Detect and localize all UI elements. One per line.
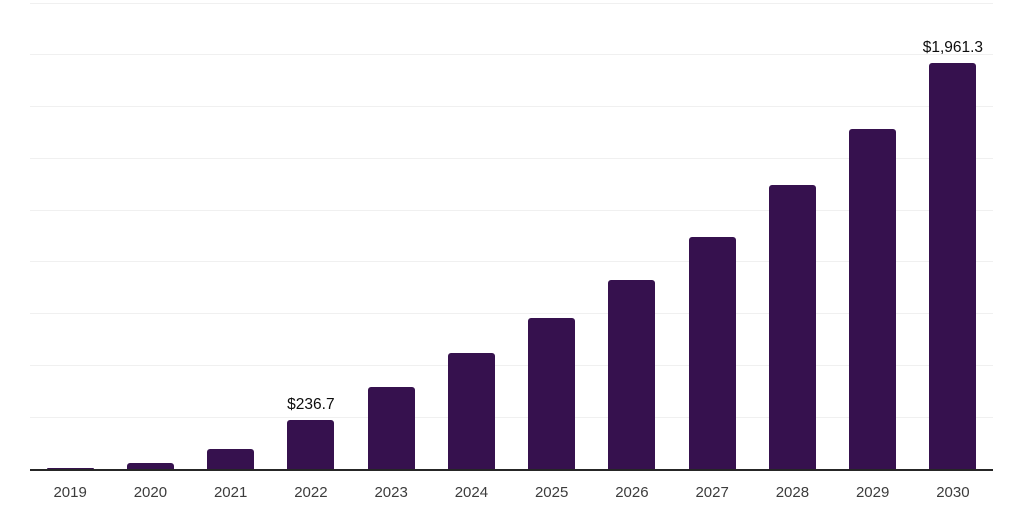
x-tick-label-2023: 2023	[374, 484, 408, 501]
x-tick-label-2021: 2021	[213, 484, 248, 501]
bar-2030	[929, 62, 977, 469]
bar-2028	[768, 185, 816, 469]
x-tick-label-2029: 2029	[855, 484, 890, 501]
bar-value-label-2022: $236.7	[287, 396, 335, 414]
bar-2027	[688, 237, 736, 469]
gridline	[30, 157, 993, 159]
gridline	[30, 313, 993, 315]
x-tick-label-2030: 2030	[936, 484, 970, 501]
x-tick-label-2028: 2028	[775, 484, 810, 501]
bar-2026	[608, 279, 656, 469]
bar-2023	[367, 386, 415, 469]
gridline	[30, 2, 993, 4]
x-axis-line	[30, 468, 993, 471]
bar-2021	[207, 449, 255, 469]
gridline	[30, 261, 993, 263]
bar-2020	[126, 463, 174, 469]
bar-value-label-2030: $1,961.3	[922, 39, 984, 57]
x-tick-label-2020: 2020	[133, 484, 168, 501]
gridline	[30, 416, 993, 418]
gridline	[30, 106, 993, 108]
x-tick-label-2025: 2025	[534, 484, 569, 501]
bar-2019	[46, 467, 94, 469]
bar-2022	[287, 419, 335, 469]
plot-area: $236.7 $1,961.3	[30, 2, 993, 471]
gridline	[30, 54, 993, 56]
bar-2029	[849, 129, 897, 469]
x-tick-label-2027: 2027	[695, 484, 729, 501]
x-tick-label-2026: 2026	[615, 484, 649, 501]
bar-2024	[447, 353, 495, 469]
x-tick-label-2019: 2019	[53, 484, 87, 501]
x-tick-label-2024: 2024	[454, 484, 489, 501]
gridline	[30, 364, 993, 366]
x-tick-label-2022: 2022	[294, 484, 328, 501]
gridline	[30, 209, 993, 211]
bar-2025	[528, 318, 576, 469]
